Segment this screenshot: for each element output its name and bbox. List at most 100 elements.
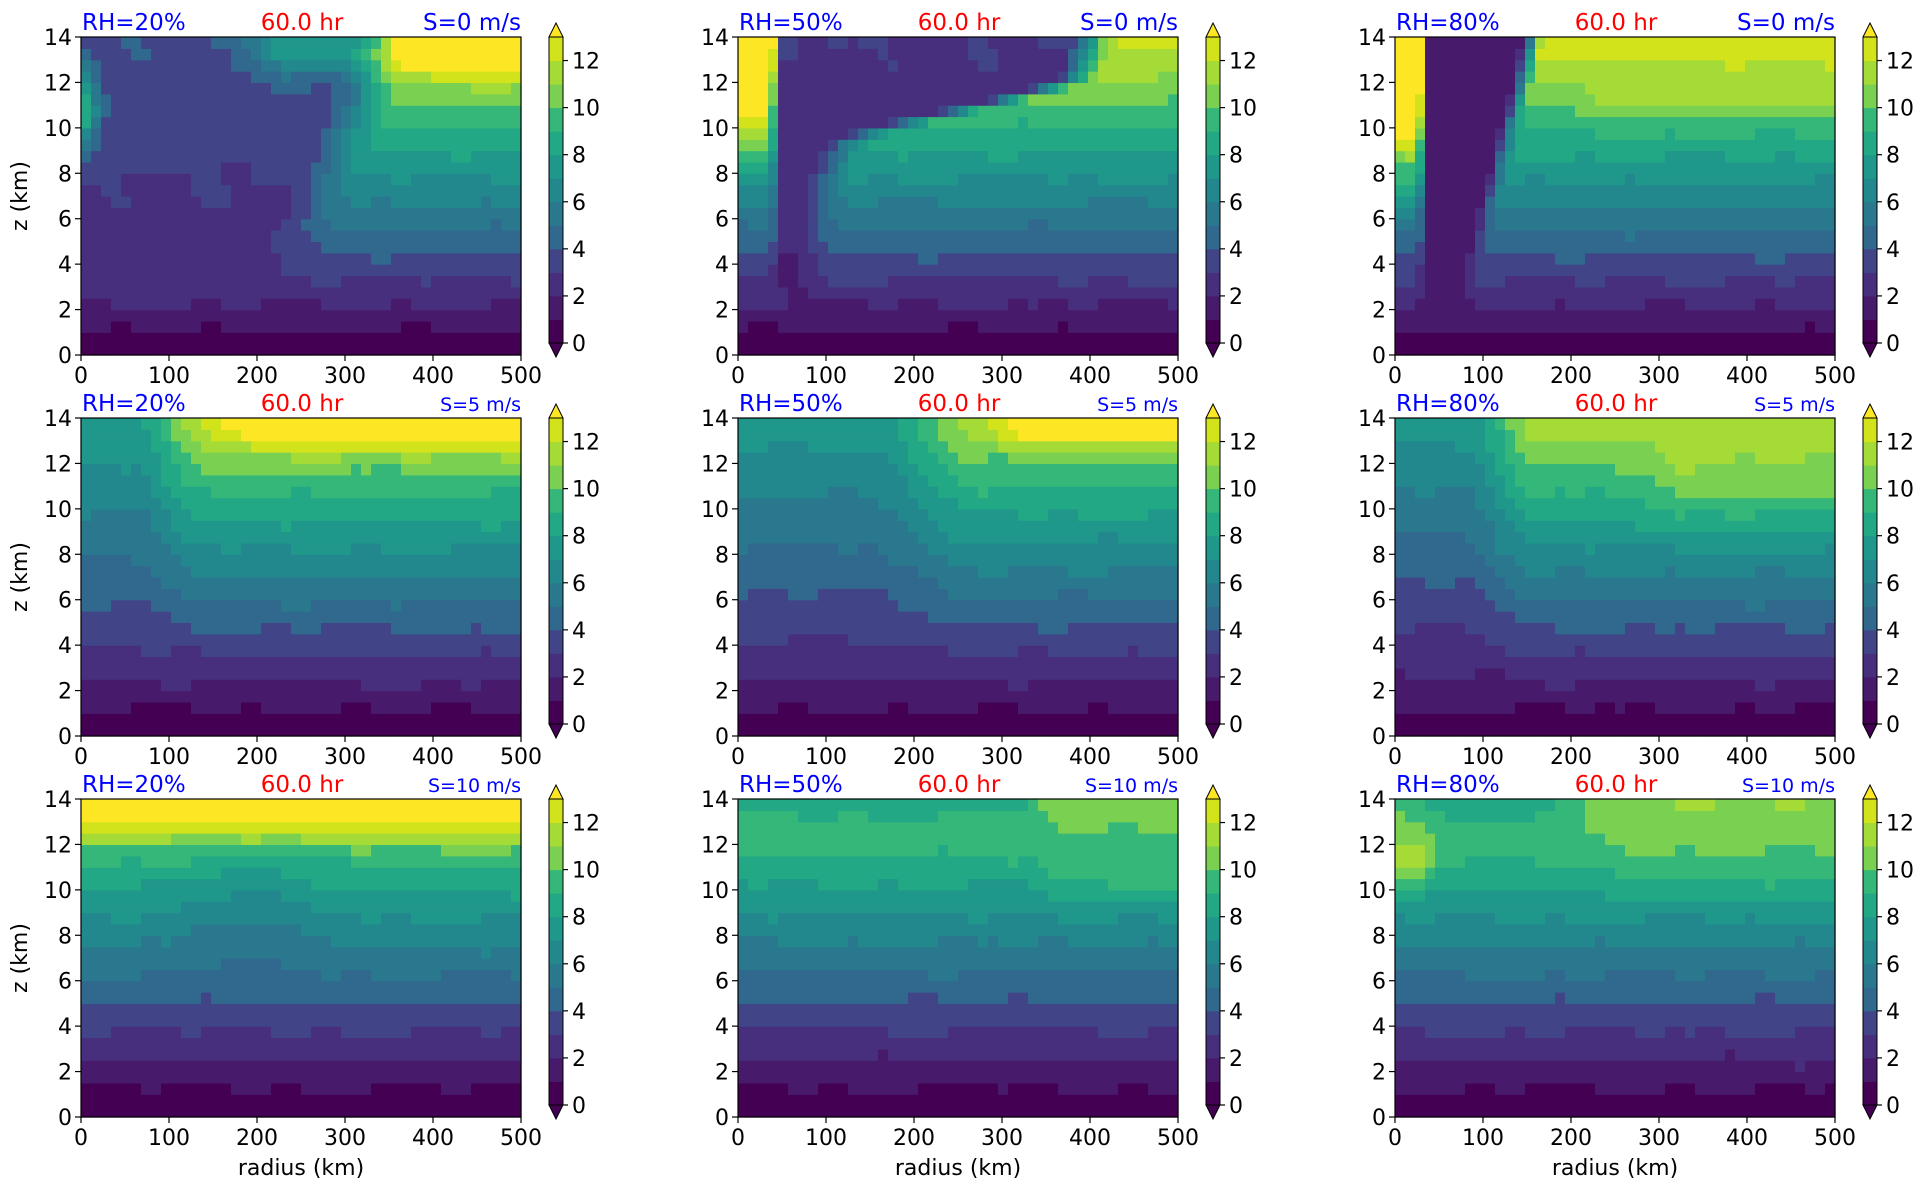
heatmap-cell [491, 218, 502, 231]
heatmap-cell [451, 343, 462, 356]
heatmap-cell [271, 275, 282, 288]
heatmap-cell [81, 320, 92, 333]
heatmap-cell [281, 309, 292, 322]
heatmap-cell [271, 264, 282, 277]
heatmap-cell [461, 59, 472, 72]
heatmap-cell [181, 207, 192, 220]
heatmap-cell [401, 343, 412, 356]
heatmap-cell [241, 207, 252, 220]
heatmap-cell [451, 320, 462, 333]
heatmap-cell [161, 173, 172, 186]
heatmap-cell [261, 218, 272, 231]
heatmap-cell [91, 59, 102, 72]
heatmap-cell [411, 59, 422, 72]
heatmap-cell [81, 241, 92, 254]
heatmap-cell [461, 332, 472, 345]
heatmap-cell [311, 320, 322, 333]
heatmap-cell [141, 184, 152, 197]
heatmap-cell [161, 332, 172, 345]
heatmap-cell [91, 48, 102, 61]
heatmap-cell [231, 264, 242, 277]
heatmap-cell [251, 320, 262, 333]
heatmap-cell [241, 241, 252, 254]
heatmap-cell [131, 173, 142, 186]
heatmap-cell [241, 252, 252, 265]
heatmap-cell [361, 150, 372, 163]
heatmap-cell [321, 332, 332, 345]
heatmap-cell [491, 343, 502, 356]
heatmap-cell [331, 139, 342, 152]
heatmap-cell [411, 309, 422, 322]
heatmap-cell [151, 286, 162, 299]
heatmap-cell [511, 93, 522, 106]
heatmap-cell [391, 173, 402, 186]
heatmap-cell [291, 320, 302, 333]
heatmap-cell [341, 105, 352, 118]
heatmap-cell [411, 264, 422, 277]
heatmap-cell [471, 309, 482, 322]
heatmap-cell [291, 196, 302, 208]
heatmap-cell [371, 37, 382, 49]
heatmap-cell [201, 71, 212, 84]
heatmap-cell [471, 37, 482, 49]
heatmap-cell [351, 207, 362, 220]
heatmap-cell [411, 184, 422, 197]
heatmap-cell [371, 218, 382, 231]
heatmap-cell [511, 320, 522, 333]
heatmap-cell [211, 184, 222, 197]
heatmap-cell [271, 298, 282, 311]
heatmap-cell [441, 241, 452, 254]
heatmap-cell [411, 139, 422, 152]
heatmap-cell [251, 48, 262, 61]
heatmap-cell [431, 252, 442, 265]
heatmap-cell [461, 139, 472, 152]
x-tick-label: 100 [148, 364, 190, 389]
heatmap-cell [511, 139, 522, 152]
heatmap-cell [251, 332, 262, 345]
colorbar-segment [549, 60, 563, 85]
heatmap-cell [451, 298, 462, 311]
heatmap-cell [401, 105, 412, 118]
heatmap-cell [291, 59, 302, 72]
heatmap-cell [261, 37, 272, 49]
y-tick-label: 4 [58, 253, 72, 278]
heatmap-cell [111, 116, 122, 129]
heatmap-cell [411, 286, 422, 299]
heatmap-cell [161, 127, 172, 140]
heatmap-cell [401, 48, 412, 61]
heatmap-cell [381, 105, 392, 118]
heatmap-cell [261, 298, 272, 311]
heatmap-cell [331, 161, 342, 174]
heatmap-cell [481, 332, 492, 345]
heatmap-cell [301, 264, 312, 277]
heatmap-cell [441, 37, 452, 49]
heatmap-cell [241, 161, 252, 174]
heatmap-cell [111, 82, 122, 95]
heatmap-cell [321, 37, 332, 49]
heatmap-cell [101, 298, 112, 311]
heatmap-cell [261, 275, 272, 288]
heatmap-cell [461, 252, 472, 265]
heatmap-cell [221, 127, 232, 140]
heatmap-cell [91, 184, 102, 197]
heatmap-cell [491, 59, 502, 72]
heatmap-cell [351, 37, 362, 49]
heatmap-cell [381, 59, 392, 72]
heatmap-cell [211, 82, 222, 95]
heatmap-cell [371, 343, 382, 356]
heatmap-cell [181, 309, 192, 322]
heatmap-cell [461, 37, 472, 49]
heatmap-cell [261, 161, 272, 174]
heatmap-cell [191, 286, 202, 299]
heatmap-cell [161, 93, 172, 106]
heatmap-cell [311, 82, 322, 95]
heatmap-cell [131, 37, 142, 49]
heatmap-cell [471, 343, 482, 356]
heatmap-cell [231, 230, 242, 243]
heatmap-cell [141, 196, 152, 208]
heatmap-cell [211, 241, 222, 254]
heatmap-cell [291, 286, 302, 299]
heatmap-cell [201, 161, 212, 174]
heatmap-cell [321, 218, 332, 231]
heatmap-cell [321, 59, 332, 72]
